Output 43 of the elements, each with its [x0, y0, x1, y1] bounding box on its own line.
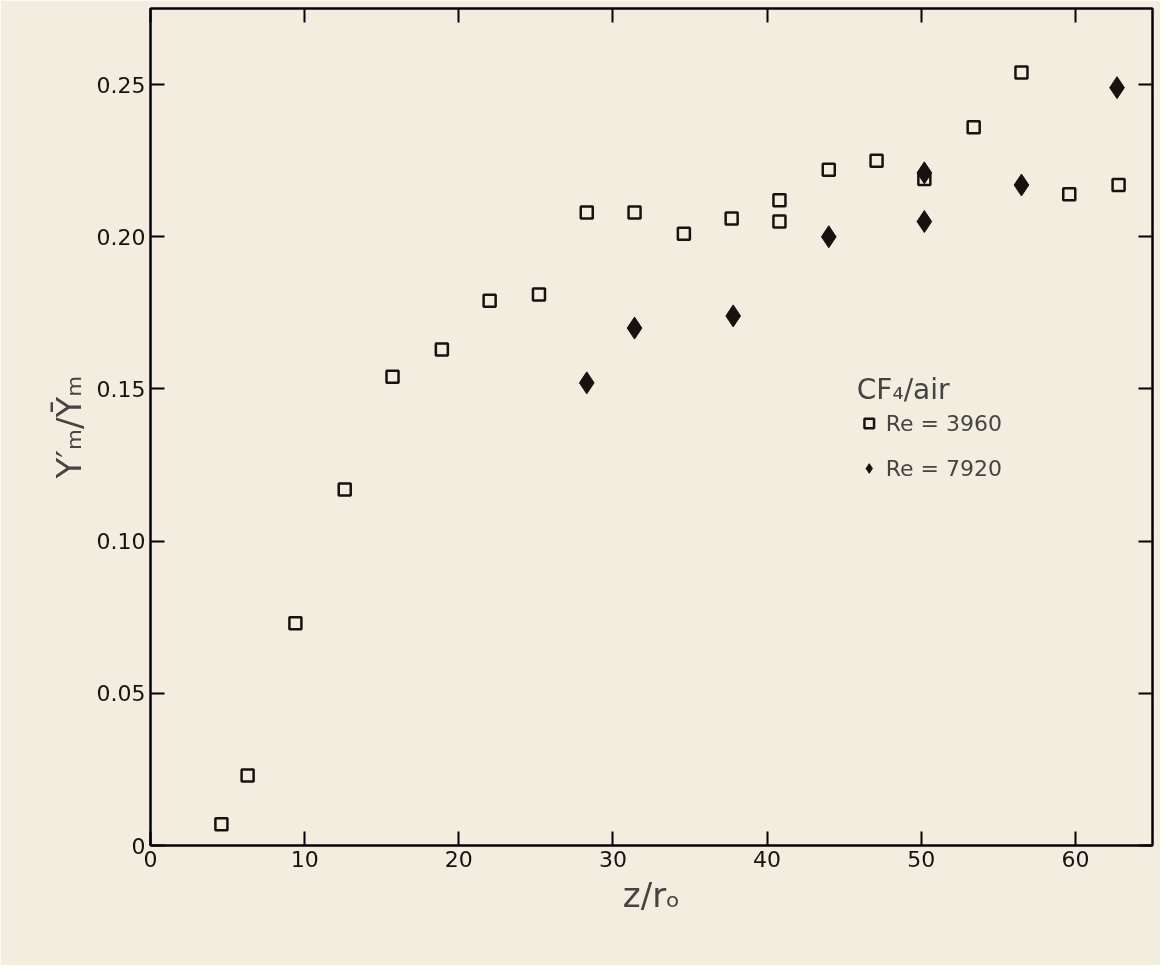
point [578, 371, 595, 395]
legend-title: CF₄/air [856, 372, 951, 406]
y-tick-label: 0.25 [96, 72, 146, 98]
point [869, 153, 884, 168]
x-tick-label: 40 [753, 846, 782, 872]
point [676, 226, 692, 241]
point [626, 316, 643, 340]
x-tick-label: 30 [598, 846, 627, 872]
point [772, 214, 787, 229]
point [214, 816, 229, 832]
x-tick-label: 10 [290, 846, 319, 872]
point [1014, 65, 1029, 80]
point [482, 293, 497, 308]
point [385, 369, 400, 385]
point [966, 119, 981, 135]
point [337, 482, 352, 497]
point [916, 210, 933, 234]
point [1062, 186, 1077, 202]
x-axis-title: z/rₒ [622, 874, 681, 915]
point [531, 287, 547, 302]
x-tick-label: 20 [444, 846, 473, 872]
y-tick-label: 0.15 [96, 376, 146, 402]
point [579, 205, 595, 220]
point [288, 616, 303, 631]
point [821, 162, 837, 178]
y-tick-label: 0.10 [96, 529, 146, 555]
y-tick-label: 0.05 [96, 681, 146, 707]
point [916, 161, 933, 185]
legend-label: Re = 7920 [885, 455, 1002, 481]
y-tick-label: 0.20 [96, 224, 146, 250]
x-tick-label: 50 [907, 846, 936, 872]
point [434, 342, 450, 357]
point [725, 304, 742, 328]
point [820, 225, 837, 249]
point [772, 193, 787, 208]
x-tick-label: 60 [1061, 846, 1090, 872]
y-axis-title: Y′ₘ/Ȳₘ [48, 375, 89, 480]
point [1013, 173, 1030, 197]
point [627, 205, 642, 220]
point [1111, 177, 1126, 193]
point [240, 768, 255, 783]
point [724, 211, 739, 226]
legend-label: Re = 3960 [885, 410, 1002, 436]
